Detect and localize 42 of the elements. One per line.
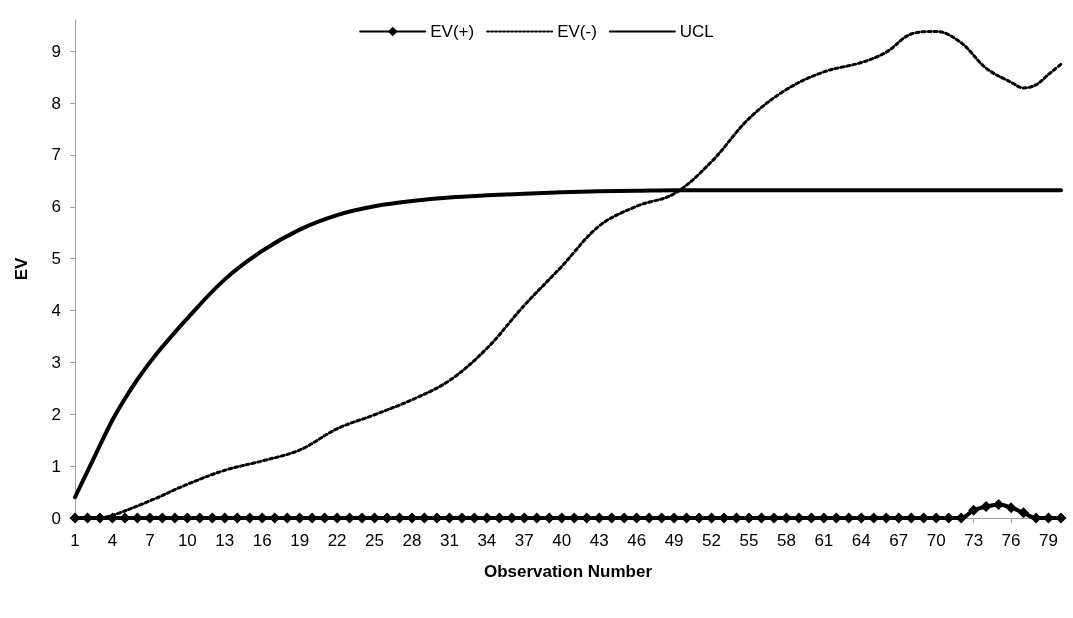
y-axis-title: EV — [12, 257, 31, 281]
x-tick-label: 31 — [439, 531, 459, 550]
x-tick-label: 46 — [627, 531, 647, 550]
x-tick-label: 34 — [477, 531, 497, 550]
x-tick-label: 79 — [1039, 531, 1058, 550]
x-tick-label: 28 — [402, 531, 422, 550]
y-tick-label: 8 — [51, 93, 61, 113]
y-tick-label: 5 — [51, 249, 61, 269]
x-tick-label: 64 — [851, 531, 871, 550]
x-tick-label: 10 — [177, 531, 197, 550]
x-tick-label: 1 — [70, 531, 80, 550]
y-tick-label: 4 — [51, 301, 61, 320]
x-tick-label: 67 — [889, 531, 909, 550]
x-tick-label: 76 — [1001, 531, 1021, 550]
y-tick-label: 1 — [51, 456, 61, 476]
x-tick-label: 16 — [252, 531, 272, 550]
legend-label: EV(-) — [557, 22, 597, 41]
x-tick-label: 43 — [589, 531, 609, 550]
x-tick-label: 37 — [514, 531, 534, 550]
x-axis-title: Observation Number — [483, 562, 653, 581]
x-tick-label: 58 — [776, 531, 796, 550]
x-tick-label: 22 — [327, 531, 347, 550]
x-tick-label: 52 — [702, 531, 721, 550]
x-tick-label: 7 — [145, 531, 155, 550]
x-tick-label: 25 — [365, 531, 385, 550]
y-tick-label: 0 — [51, 508, 61, 528]
x-tick-label: 61 — [814, 531, 834, 550]
x-tick-label: 73 — [964, 531, 984, 550]
x-tick-label: 40 — [552, 531, 572, 550]
x-tick-label: 55 — [739, 531, 759, 550]
y-tick-label: 3 — [51, 352, 61, 372]
legend-label: EV(+) — [430, 22, 475, 41]
y-tick-label: 2 — [51, 404, 61, 424]
x-tick-label: 49 — [664, 531, 684, 550]
x-tick-label: 19 — [290, 531, 310, 550]
y-tick-label: 7 — [51, 145, 61, 165]
x-tick-label: 70 — [926, 531, 946, 550]
legend-label: UCL — [679, 22, 714, 41]
x-tick-label: 13 — [215, 531, 235, 550]
y-tick-label: 9 — [51, 41, 61, 61]
y-tick-label: 6 — [51, 197, 61, 217]
x-tick-label: 4 — [107, 531, 118, 550]
